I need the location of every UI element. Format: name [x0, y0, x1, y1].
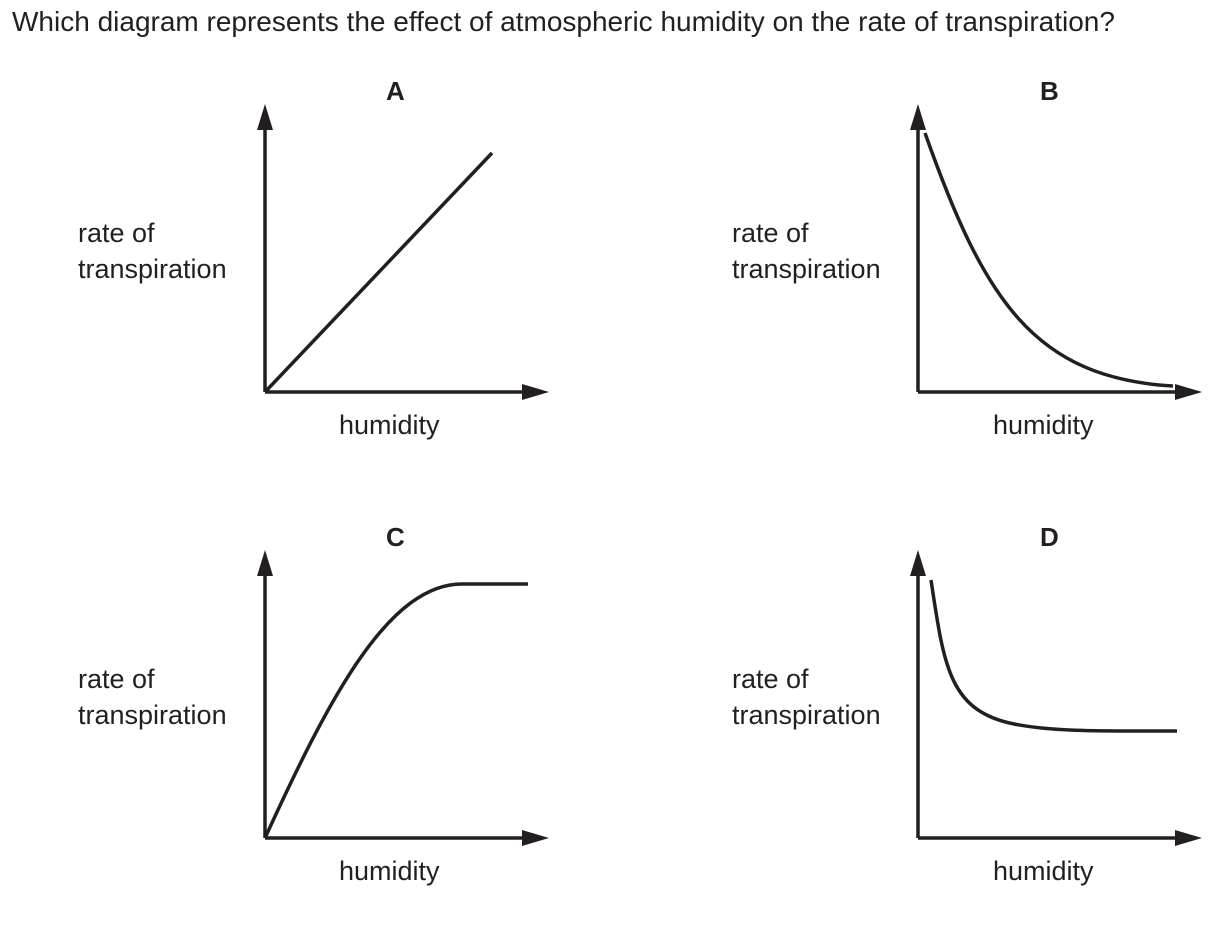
- y-axis-label: rate of transpiration: [78, 215, 227, 287]
- diagram-letter: C: [386, 522, 405, 552]
- y-axis-label: rate of transpiration: [78, 661, 227, 733]
- question-text: Which diagram represents the effect of a…: [12, 6, 1115, 37]
- graph-b: [910, 104, 1202, 400]
- diagram-a: A rate of transpiration humidity: [0, 60, 560, 480]
- y-axis-label-line2: transpiration: [732, 700, 881, 730]
- y-axis-label-line1: rate of: [78, 218, 155, 248]
- x-axis-label: humidity: [993, 410, 1094, 440]
- diagram-letter: B: [1040, 76, 1059, 106]
- diagram-b: B rate of transpiration humidity: [654, 60, 1214, 480]
- graph-c: [257, 550, 549, 846]
- curve: [263, 151, 494, 394]
- x-axis-label: humidity: [339, 856, 440, 886]
- y-axis-label: rate of transpiration: [732, 661, 881, 733]
- x-axis-label: humidity: [993, 856, 1094, 886]
- y-axis-arrowhead: [257, 104, 273, 130]
- y-axis-label-line1: rate of: [732, 218, 809, 248]
- diagram-letter: D: [1040, 522, 1059, 552]
- x-axis-arrowhead: [1175, 830, 1202, 846]
- curve: [929, 579, 1178, 733]
- curve: [263, 582, 528, 839]
- y-axis-label-line2: transpiration: [78, 700, 227, 730]
- y-axis-arrowhead: [257, 550, 273, 576]
- x-axis-arrowhead: [1175, 384, 1202, 400]
- y-axis-arrowhead: [910, 550, 926, 576]
- graph-d: [910, 550, 1202, 846]
- y-axis-label-line1: rate of: [78, 664, 155, 694]
- y-axis-label-line2: transpiration: [732, 254, 881, 284]
- curve: [923, 132, 1174, 388]
- x-axis-arrowhead: [522, 830, 549, 846]
- diagram-c: C rate of transpiration humidity: [0, 506, 560, 926]
- x-axis-label: humidity: [339, 410, 440, 440]
- x-axis-arrowhead: [522, 384, 549, 400]
- y-axis-label-line2: transpiration: [78, 254, 227, 284]
- diagram-letter: A: [386, 76, 405, 106]
- graph-a: [257, 104, 549, 400]
- diagram-d: D rate of transpiration humidity: [654, 506, 1214, 926]
- y-axis-label-line1: rate of: [732, 664, 809, 694]
- y-axis-label: rate of transpiration: [732, 215, 881, 287]
- y-axis-arrowhead: [910, 104, 926, 130]
